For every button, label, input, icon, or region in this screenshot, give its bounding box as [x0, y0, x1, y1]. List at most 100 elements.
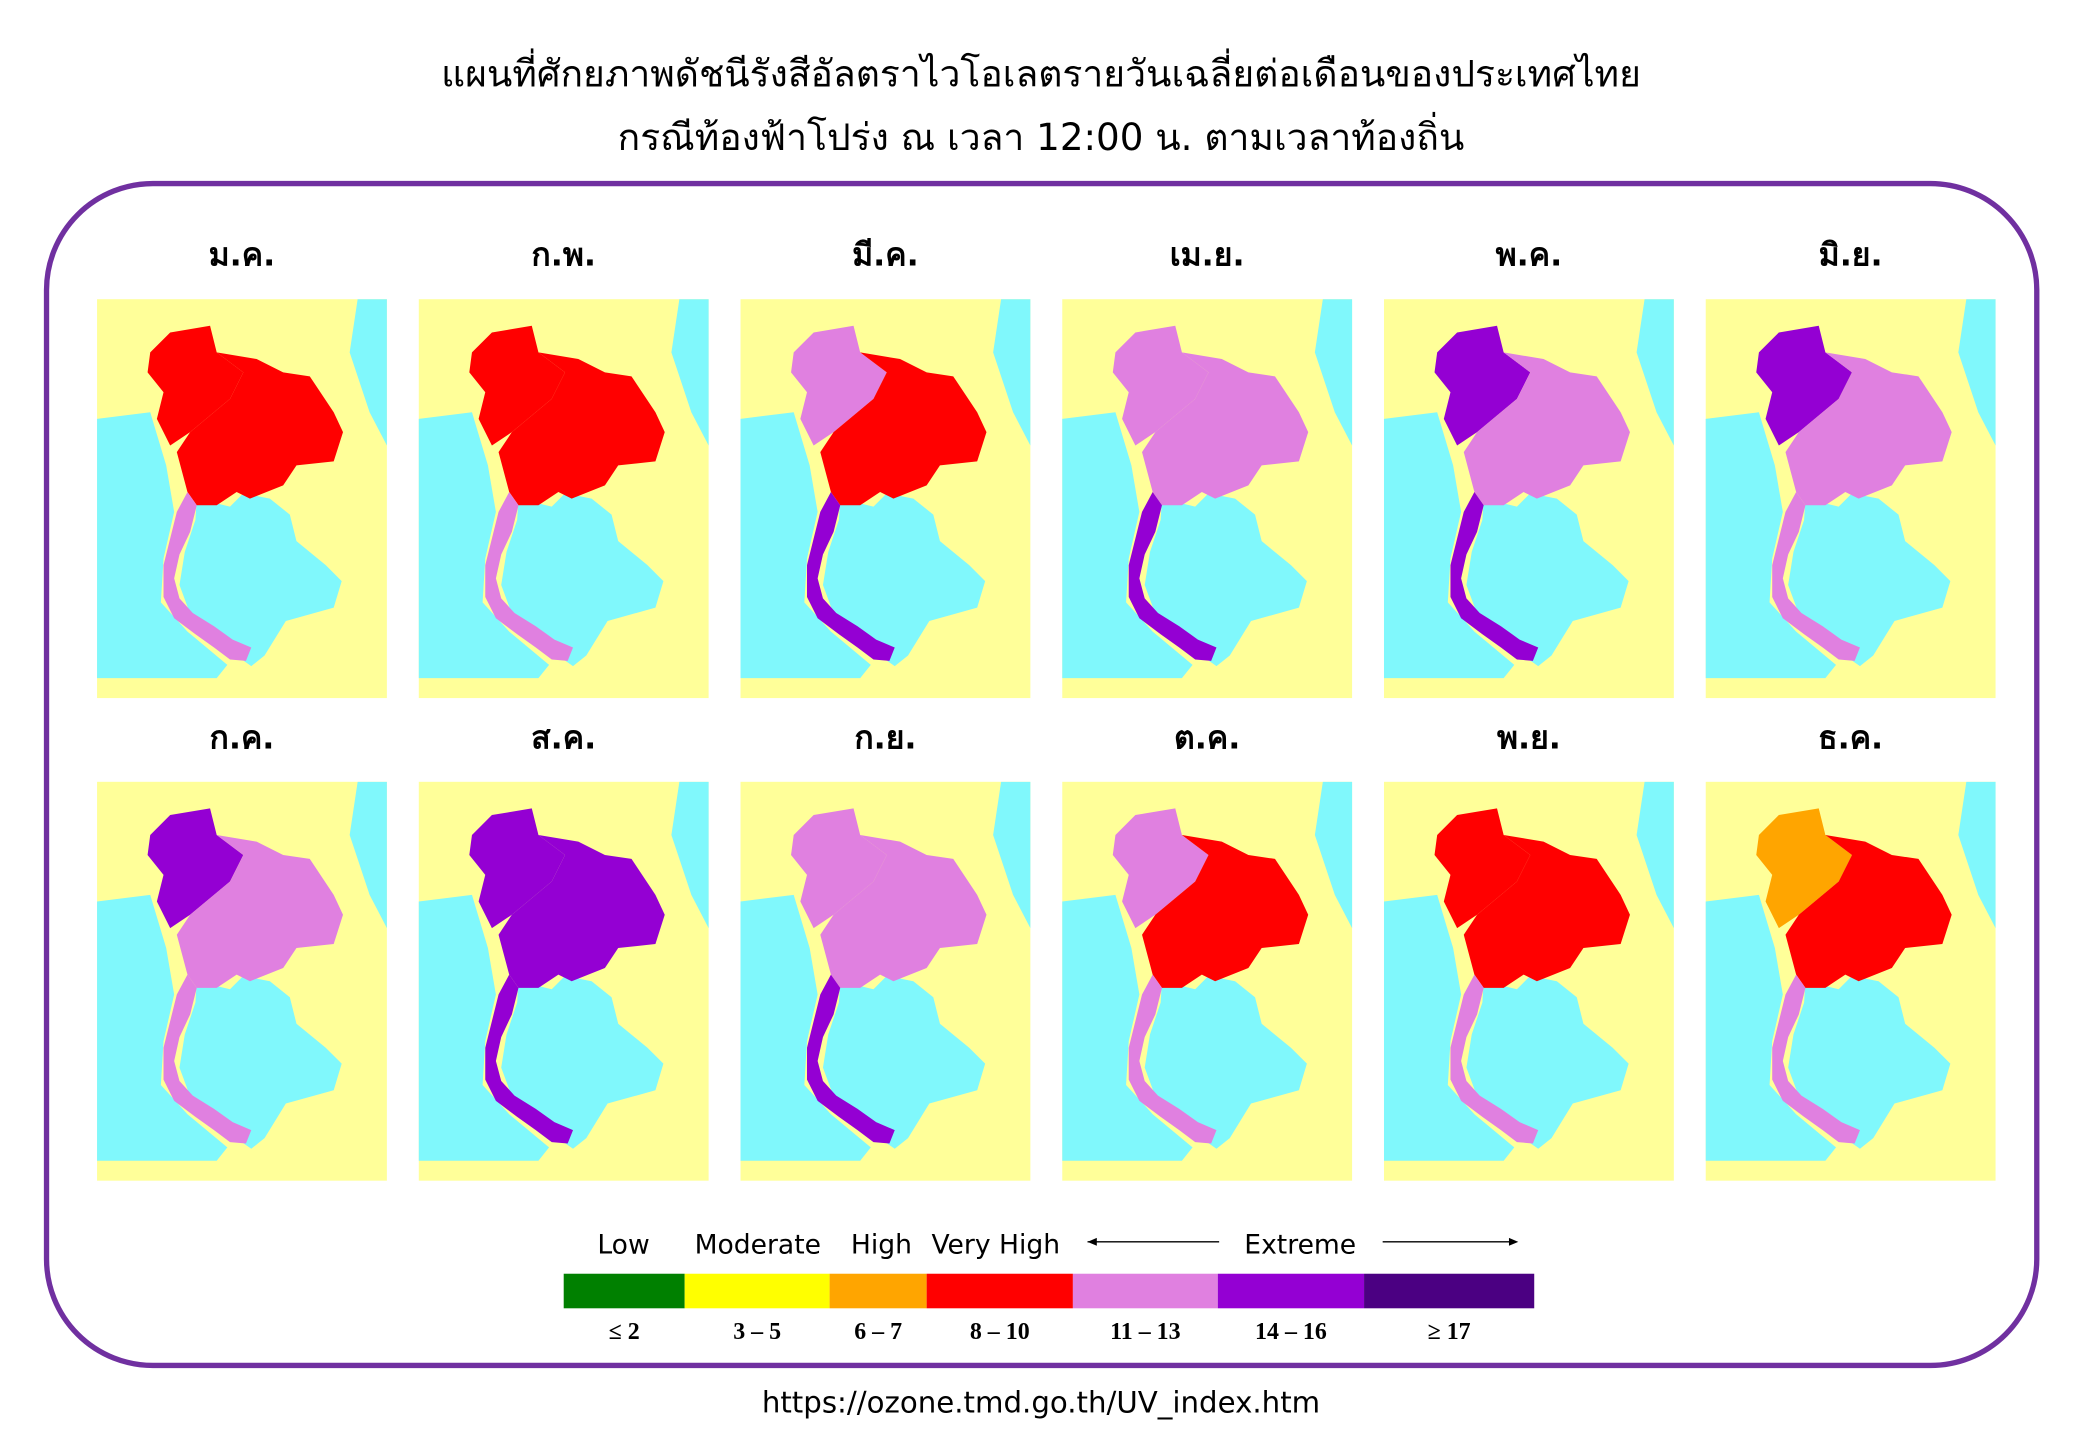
- uv-region: [806, 491, 895, 661]
- uv-region: [1112, 325, 1209, 446]
- uv-region: [176, 835, 344, 988]
- sea: [993, 781, 1031, 929]
- uv-region: [1785, 352, 1952, 506]
- sea: [349, 781, 387, 929]
- sea: [418, 412, 550, 679]
- uv-region: [791, 325, 887, 446]
- uv-region: [791, 808, 887, 929]
- legend-range: ≥ 17: [1428, 1319, 1471, 1345]
- map: [740, 299, 1031, 699]
- sea: [1144, 493, 1307, 667]
- legend-swatch: [926, 1273, 1073, 1309]
- legend-label: Low: [597, 1229, 649, 1260]
- sea: [822, 493, 986, 667]
- uv-region: [1772, 491, 1860, 661]
- sea: [1958, 299, 1996, 446]
- legend-range: 14 – 16: [1255, 1319, 1327, 1345]
- legend-swatch: [1072, 1273, 1218, 1309]
- map: [418, 299, 709, 699]
- uv-region: [147, 808, 244, 929]
- sea: [349, 299, 387, 446]
- sea: [1062, 894, 1193, 1161]
- subtitle: กรณีท้องฟ้าโปร่ง ณ เวลา 12:00 น. ตามเวลา…: [618, 111, 1465, 159]
- sea: [501, 975, 664, 1149]
- month-label: พ.ย.: [1497, 718, 1561, 756]
- sea: [1788, 975, 1951, 1149]
- arrow-head: [1087, 1237, 1097, 1246]
- uv-region: [485, 491, 574, 661]
- sea: [740, 894, 871, 1161]
- sea: [1062, 412, 1193, 679]
- uv-region: [498, 835, 665, 988]
- map: [1383, 781, 1674, 1181]
- sea: [1466, 975, 1629, 1149]
- month-label: ต.ค.: [1174, 718, 1240, 756]
- month-label: ส.ค.: [531, 718, 596, 756]
- month-label: พ.ค.: [1496, 236, 1563, 274]
- month-label: มิ.ย.: [1819, 236, 1883, 274]
- uv-region: [1434, 808, 1531, 929]
- map: [1705, 781, 1996, 1181]
- sea: [1958, 781, 1996, 929]
- uv-region: [1785, 835, 1952, 988]
- sea: [1788, 493, 1951, 667]
- uv-region: [1128, 491, 1217, 661]
- uv-region: [1142, 352, 1309, 506]
- uv-region: [147, 325, 244, 446]
- uv-region: [176, 352, 344, 506]
- source-url: https://ozone.tmd.go.th/UV_index.htm: [762, 1386, 1320, 1420]
- sea: [97, 412, 228, 679]
- month-label: ก.ย.: [854, 718, 916, 756]
- legend-label: Moderate: [695, 1229, 821, 1260]
- sea: [1705, 894, 1837, 1161]
- sea: [1705, 412, 1837, 679]
- legend-range: 3 – 5: [733, 1319, 781, 1345]
- legend-range: 6 – 7: [854, 1319, 902, 1345]
- sea: [97, 894, 228, 1161]
- legend-label: High: [851, 1229, 912, 1260]
- uv-region: [163, 974, 252, 1144]
- legend: Low Moderate High Very High Extreme ≤ 2 3…: [563, 1229, 1535, 1345]
- uv-region: [1450, 974, 1539, 1144]
- sea: [1383, 412, 1515, 679]
- map: [1062, 299, 1353, 699]
- sea: [822, 975, 986, 1149]
- uv-region: [1128, 974, 1217, 1144]
- sea: [179, 975, 342, 1149]
- sea: [1466, 493, 1629, 667]
- uv-region: [163, 491, 252, 661]
- uv-region: [820, 352, 987, 506]
- uv-region: [498, 352, 665, 506]
- arrow-head: [1508, 1237, 1519, 1246]
- sea: [671, 299, 709, 446]
- frame: [43, 180, 2040, 1369]
- map: [418, 781, 709, 1181]
- legend-swatch: [1217, 1273, 1365, 1309]
- legend-range: ≤ 2: [609, 1319, 640, 1345]
- legend-label: Very High: [931, 1229, 1060, 1260]
- legend-range: 11 – 13: [1110, 1319, 1180, 1345]
- map: [1062, 781, 1353, 1181]
- legend-range: 8 – 10: [970, 1319, 1030, 1345]
- legend-swatch: [829, 1273, 927, 1309]
- map: [97, 781, 387, 1181]
- map: [97, 299, 387, 699]
- month-label: ก.พ.: [531, 236, 596, 274]
- uv-region: [1112, 808, 1209, 929]
- legend-label: Extreme: [1244, 1229, 1356, 1260]
- sea: [1144, 975, 1307, 1149]
- sea: [1383, 894, 1515, 1161]
- uv-region: [469, 325, 566, 446]
- uv-region: [820, 835, 987, 988]
- uv-region: [1756, 808, 1852, 929]
- month-label: ม.ค.: [209, 236, 276, 274]
- uv-region: [806, 974, 895, 1144]
- sea: [740, 412, 871, 679]
- sea: [1636, 781, 1674, 929]
- legend-swatch: [1364, 1273, 1535, 1309]
- uv-region: [1434, 325, 1531, 446]
- month-label: ธ.ค.: [1818, 718, 1883, 756]
- sea: [501, 493, 664, 667]
- sea: [1636, 299, 1674, 446]
